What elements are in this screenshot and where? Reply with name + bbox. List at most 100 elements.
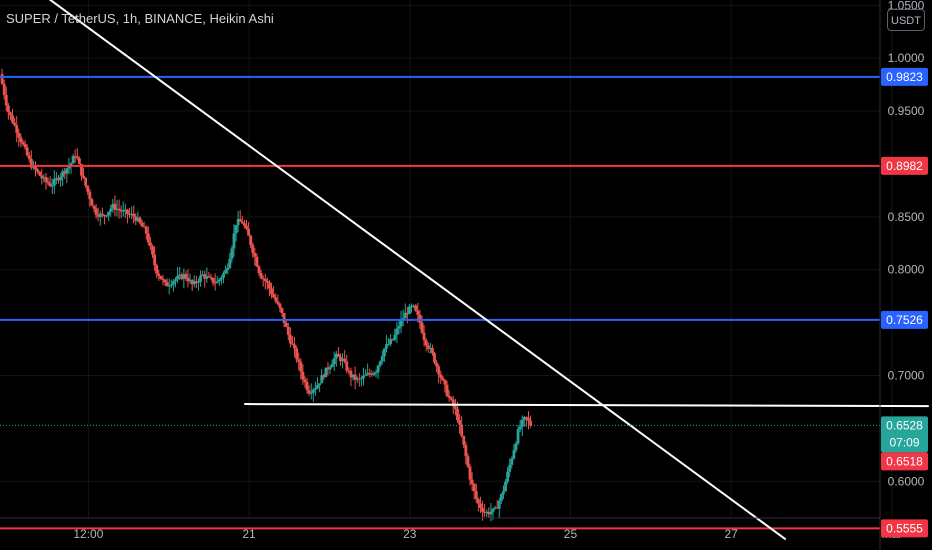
candle-body (295, 348, 299, 360)
candle-body (270, 288, 273, 295)
price-line-label-text: 0.9823 (886, 70, 923, 84)
candle-body (186, 277, 190, 282)
chart-title: SUPER / TetherUS, 1h, BINANCE, Heikin As… (6, 11, 274, 26)
price-axis[interactable]: 1.05001.00000.95000.85000.80000.70000.60… (879, 0, 925, 550)
candle-body (55, 178, 58, 180)
candle-body (126, 209, 129, 215)
candle-body (410, 306, 413, 308)
candle-body (474, 491, 478, 500)
candle-body (171, 281, 175, 285)
candle-body (506, 471, 510, 482)
candle-body (525, 417, 528, 419)
candle-body (44, 177, 48, 182)
candle-body (4, 94, 8, 106)
candle-body (149, 242, 152, 247)
candle-body (322, 375, 326, 378)
candle-body (86, 185, 90, 192)
candle-body (445, 384, 449, 396)
candle-body (403, 312, 407, 319)
candle-body (512, 450, 516, 459)
price-line-label-tag (881, 67, 928, 86)
candle-body (466, 456, 470, 467)
candle-body (119, 210, 123, 212)
candle-body (107, 211, 111, 216)
candle-body (21, 142, 25, 145)
candle-body (67, 166, 71, 169)
candle-body (52, 178, 56, 186)
candle-body (376, 365, 380, 373)
candle-body (207, 276, 211, 278)
candle-body (422, 332, 426, 341)
candle-body (257, 266, 261, 274)
currency-button[interactable]: USDT (887, 9, 925, 31)
candle-body (215, 281, 219, 283)
candle-body (111, 203, 115, 209)
candle-body (224, 269, 228, 274)
candle-body (249, 235, 253, 245)
candle-body (499, 494, 503, 501)
candle-body (303, 379, 307, 383)
candle-body (520, 419, 524, 427)
candle-body (157, 273, 161, 277)
price-tick-label: 0.7000 (888, 368, 925, 382)
candle-body (243, 223, 246, 226)
candle-body (359, 378, 363, 380)
candle-body (337, 353, 340, 357)
candle-body (88, 191, 92, 200)
candle-body (263, 278, 267, 281)
price-line-label-tag (881, 519, 928, 538)
candle-body (397, 326, 401, 329)
candle-body (167, 285, 171, 287)
candle-body (311, 389, 315, 393)
candle-body (351, 374, 355, 378)
candle-body (522, 417, 526, 420)
candle-body (197, 281, 200, 283)
candle-body (136, 217, 140, 221)
secondary-price-tag (881, 452, 928, 471)
candle-body (420, 322, 424, 333)
candle-body (84, 177, 88, 186)
candle-body (353, 374, 357, 380)
candle-body (374, 372, 378, 374)
candle-body (276, 301, 280, 304)
time-axis[interactable]: 12:0021232527Mar (0, 517, 902, 541)
candle-body (36, 169, 40, 172)
candle-body (217, 279, 221, 282)
candle-body (213, 282, 217, 284)
candle-body (332, 358, 336, 365)
candle-body (161, 278, 165, 280)
candle-body (380, 356, 384, 362)
candle-body (408, 306, 411, 314)
candle-body (491, 508, 495, 512)
candle-body (153, 254, 156, 266)
candle-body (165, 282, 169, 287)
candle-body (100, 213, 104, 216)
candle-body (40, 175, 44, 179)
candle-body (178, 274, 182, 276)
candle-body (391, 339, 395, 341)
price-tick-label: 0.8000 (888, 263, 925, 277)
candle-body (439, 374, 443, 378)
countdown-text: 07:09 (889, 435, 919, 449)
candle-body (176, 275, 179, 280)
candle-body (489, 511, 493, 515)
candle-body (320, 375, 324, 384)
candle-body (441, 377, 445, 380)
candle-body (230, 248, 234, 259)
candle-body (245, 225, 248, 229)
candle-body (159, 276, 163, 279)
candle-body (59, 176, 62, 181)
candle-body (63, 171, 67, 174)
candle-body (71, 156, 75, 164)
candle-body (17, 132, 21, 138)
candle-body (437, 366, 441, 375)
candle-body (259, 273, 263, 279)
candle-body (155, 265, 159, 274)
candle-body (109, 208, 113, 212)
candle-body (362, 375, 365, 379)
candle-body (472, 484, 476, 492)
candle-body (347, 370, 351, 372)
candle-body (130, 213, 134, 215)
candle-body (265, 280, 269, 283)
